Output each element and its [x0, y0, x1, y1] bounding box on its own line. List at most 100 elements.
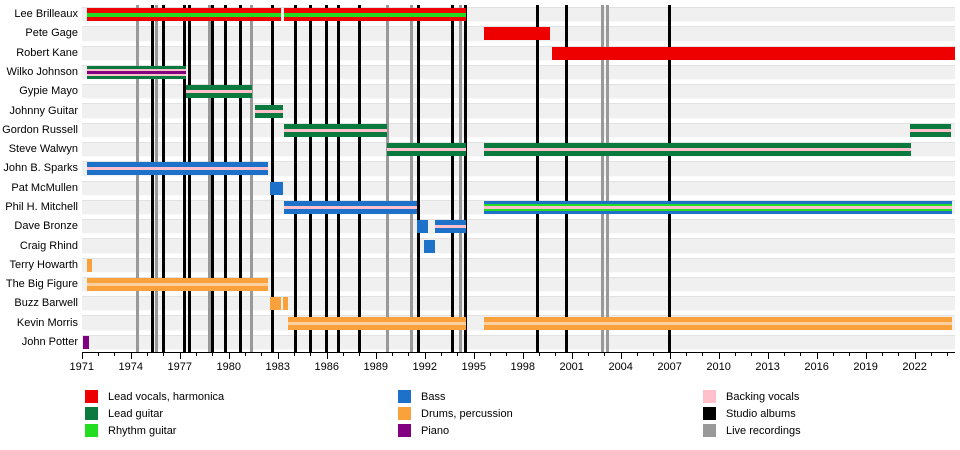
role-stripe-lead_vocals	[483, 27, 551, 41]
x-axis-minor-tick	[800, 352, 802, 357]
x-axis-minor-tick	[196, 352, 198, 357]
row-band	[81, 219, 956, 235]
member-bar	[284, 123, 388, 137]
live-recording-line	[606, 5, 610, 353]
member-label: Dave Bronze	[14, 220, 78, 233]
studio-album-line	[183, 5, 187, 353]
member-bar	[86, 8, 281, 22]
x-axis-line	[81, 352, 956, 354]
role-stripe-piano	[86, 71, 187, 74]
studio-albums-swatch-icon	[703, 407, 716, 420]
member-label: Terry Howarth	[9, 258, 78, 271]
x-axis-minor-tick	[735, 352, 736, 357]
x-axis-major-tick	[179, 352, 181, 360]
lead-guitar-swatch-icon	[85, 407, 98, 420]
member-bar	[434, 220, 466, 234]
member-bar	[186, 85, 252, 99]
legend-label: Lead vocals, harmonica	[108, 390, 225, 403]
x-axis-tick-label: 2013	[755, 361, 780, 374]
x-axis-minor-tick	[392, 352, 394, 357]
studio-album-line	[271, 5, 275, 353]
role-stripe-lead_guitar	[186, 93, 252, 99]
role-stripe-rhythm_guitar	[483, 208, 953, 211]
role-stripe-lead_guitar	[909, 123, 951, 129]
row-band	[81, 238, 956, 254]
legend-item: Backing vocals	[703, 388, 801, 405]
legend-column: Lead vocals, harmonica Lead guitar Rhythm …	[85, 388, 224, 439]
x-axis-tick-label: 2016	[804, 361, 829, 374]
studio-album-line	[416, 5, 420, 353]
legend-label: Drums, percussion	[421, 407, 513, 420]
member-label: Wilko Johnson	[6, 65, 78, 78]
studio-album-line	[357, 5, 361, 353]
member-bar	[83, 335, 90, 349]
live-recording-line	[601, 5, 605, 353]
x-axis-major-tick	[326, 352, 328, 360]
live-recording-line	[385, 5, 389, 353]
x-axis-minor-tick	[261, 352, 263, 357]
role-stripe-bass	[483, 200, 953, 205]
x-axis-tick-label: 1974	[118, 361, 144, 374]
live-recording-line	[250, 5, 254, 353]
x-axis-major-tick	[571, 352, 573, 360]
x-axis-minor-tick	[898, 352, 900, 357]
role-stripe-bass	[416, 220, 428, 234]
role-stripe-backing_vocals	[86, 73, 187, 77]
x-axis-tick-label: 1998	[510, 361, 535, 374]
role-stripe-backing_vocals	[86, 167, 268, 171]
x-axis-minor-tick	[604, 352, 606, 357]
role-stripe-lead_guitar	[284, 123, 388, 129]
legend-item: Live recordings	[703, 422, 801, 439]
x-axis-major-tick	[767, 352, 769, 360]
role-stripe-drums	[283, 297, 288, 311]
x-axis-major-tick	[81, 352, 83, 360]
x-axis-major-tick	[914, 352, 916, 360]
role-stripe-backing_vocals	[387, 148, 466, 152]
x-axis-minor-tick	[588, 352, 590, 357]
role-stripe-bass	[284, 208, 417, 214]
role-stripe-lead_vocals	[86, 16, 281, 22]
member-label: Gypie Mayo	[19, 85, 78, 98]
x-axis-minor-tick	[147, 352, 149, 357]
x-axis-major-tick	[375, 352, 377, 360]
role-stripe-drums	[483, 316, 953, 322]
row-band	[81, 276, 956, 293]
legend-label: Lead guitar	[108, 407, 164, 420]
live-recording-line	[207, 5, 211, 353]
role-stripe-lead_guitar	[186, 85, 252, 91]
role-stripe-drums	[287, 324, 466, 330]
role-stripe-bass	[483, 210, 953, 214]
x-axis-minor-tick	[832, 352, 834, 357]
role-stripe-lead_vocals	[284, 16, 466, 22]
role-stripe-bass	[434, 220, 466, 226]
x-axis-tick-label: 1971	[69, 361, 95, 374]
legend: Lead vocals, harmonica Lead guitar Rhythm …	[0, 388, 960, 446]
live-recording-line	[459, 5, 463, 353]
legend-item: Rhythm guitar	[85, 422, 224, 439]
role-stripe-drums	[86, 278, 268, 284]
x-axis-minor-tick	[343, 352, 345, 357]
x-axis-minor-tick	[441, 352, 443, 357]
studio-album-line	[188, 5, 192, 353]
x-axis-minor-tick	[98, 352, 100, 357]
piano-swatch-icon	[398, 424, 411, 437]
studio-album-line	[668, 5, 672, 353]
legend-item: Lead guitar	[85, 405, 224, 422]
role-stripe-backing_vocals	[284, 128, 388, 132]
x-axis-tick-label: 1986	[314, 361, 339, 374]
role-stripe-lead_guitar	[284, 131, 388, 137]
legend-item: Lead vocals, harmonica	[85, 388, 224, 405]
x-axis-tick-label: 1995	[461, 361, 486, 374]
role-stripe-drums	[86, 286, 268, 292]
studio-album-line	[464, 5, 468, 353]
member-bar	[483, 200, 953, 214]
rhythm-guitar-swatch-icon	[85, 424, 98, 437]
member-bar	[254, 104, 283, 118]
row-band	[81, 84, 956, 100]
x-axis-major-tick	[816, 352, 818, 360]
member-bar	[387, 143, 466, 157]
role-stripe-backing_vocals	[483, 206, 953, 209]
x-axis-minor-tick	[751, 352, 753, 357]
x-axis-tick-label: 1992	[412, 361, 437, 374]
role-stripe-backing_vocals	[186, 90, 252, 94]
